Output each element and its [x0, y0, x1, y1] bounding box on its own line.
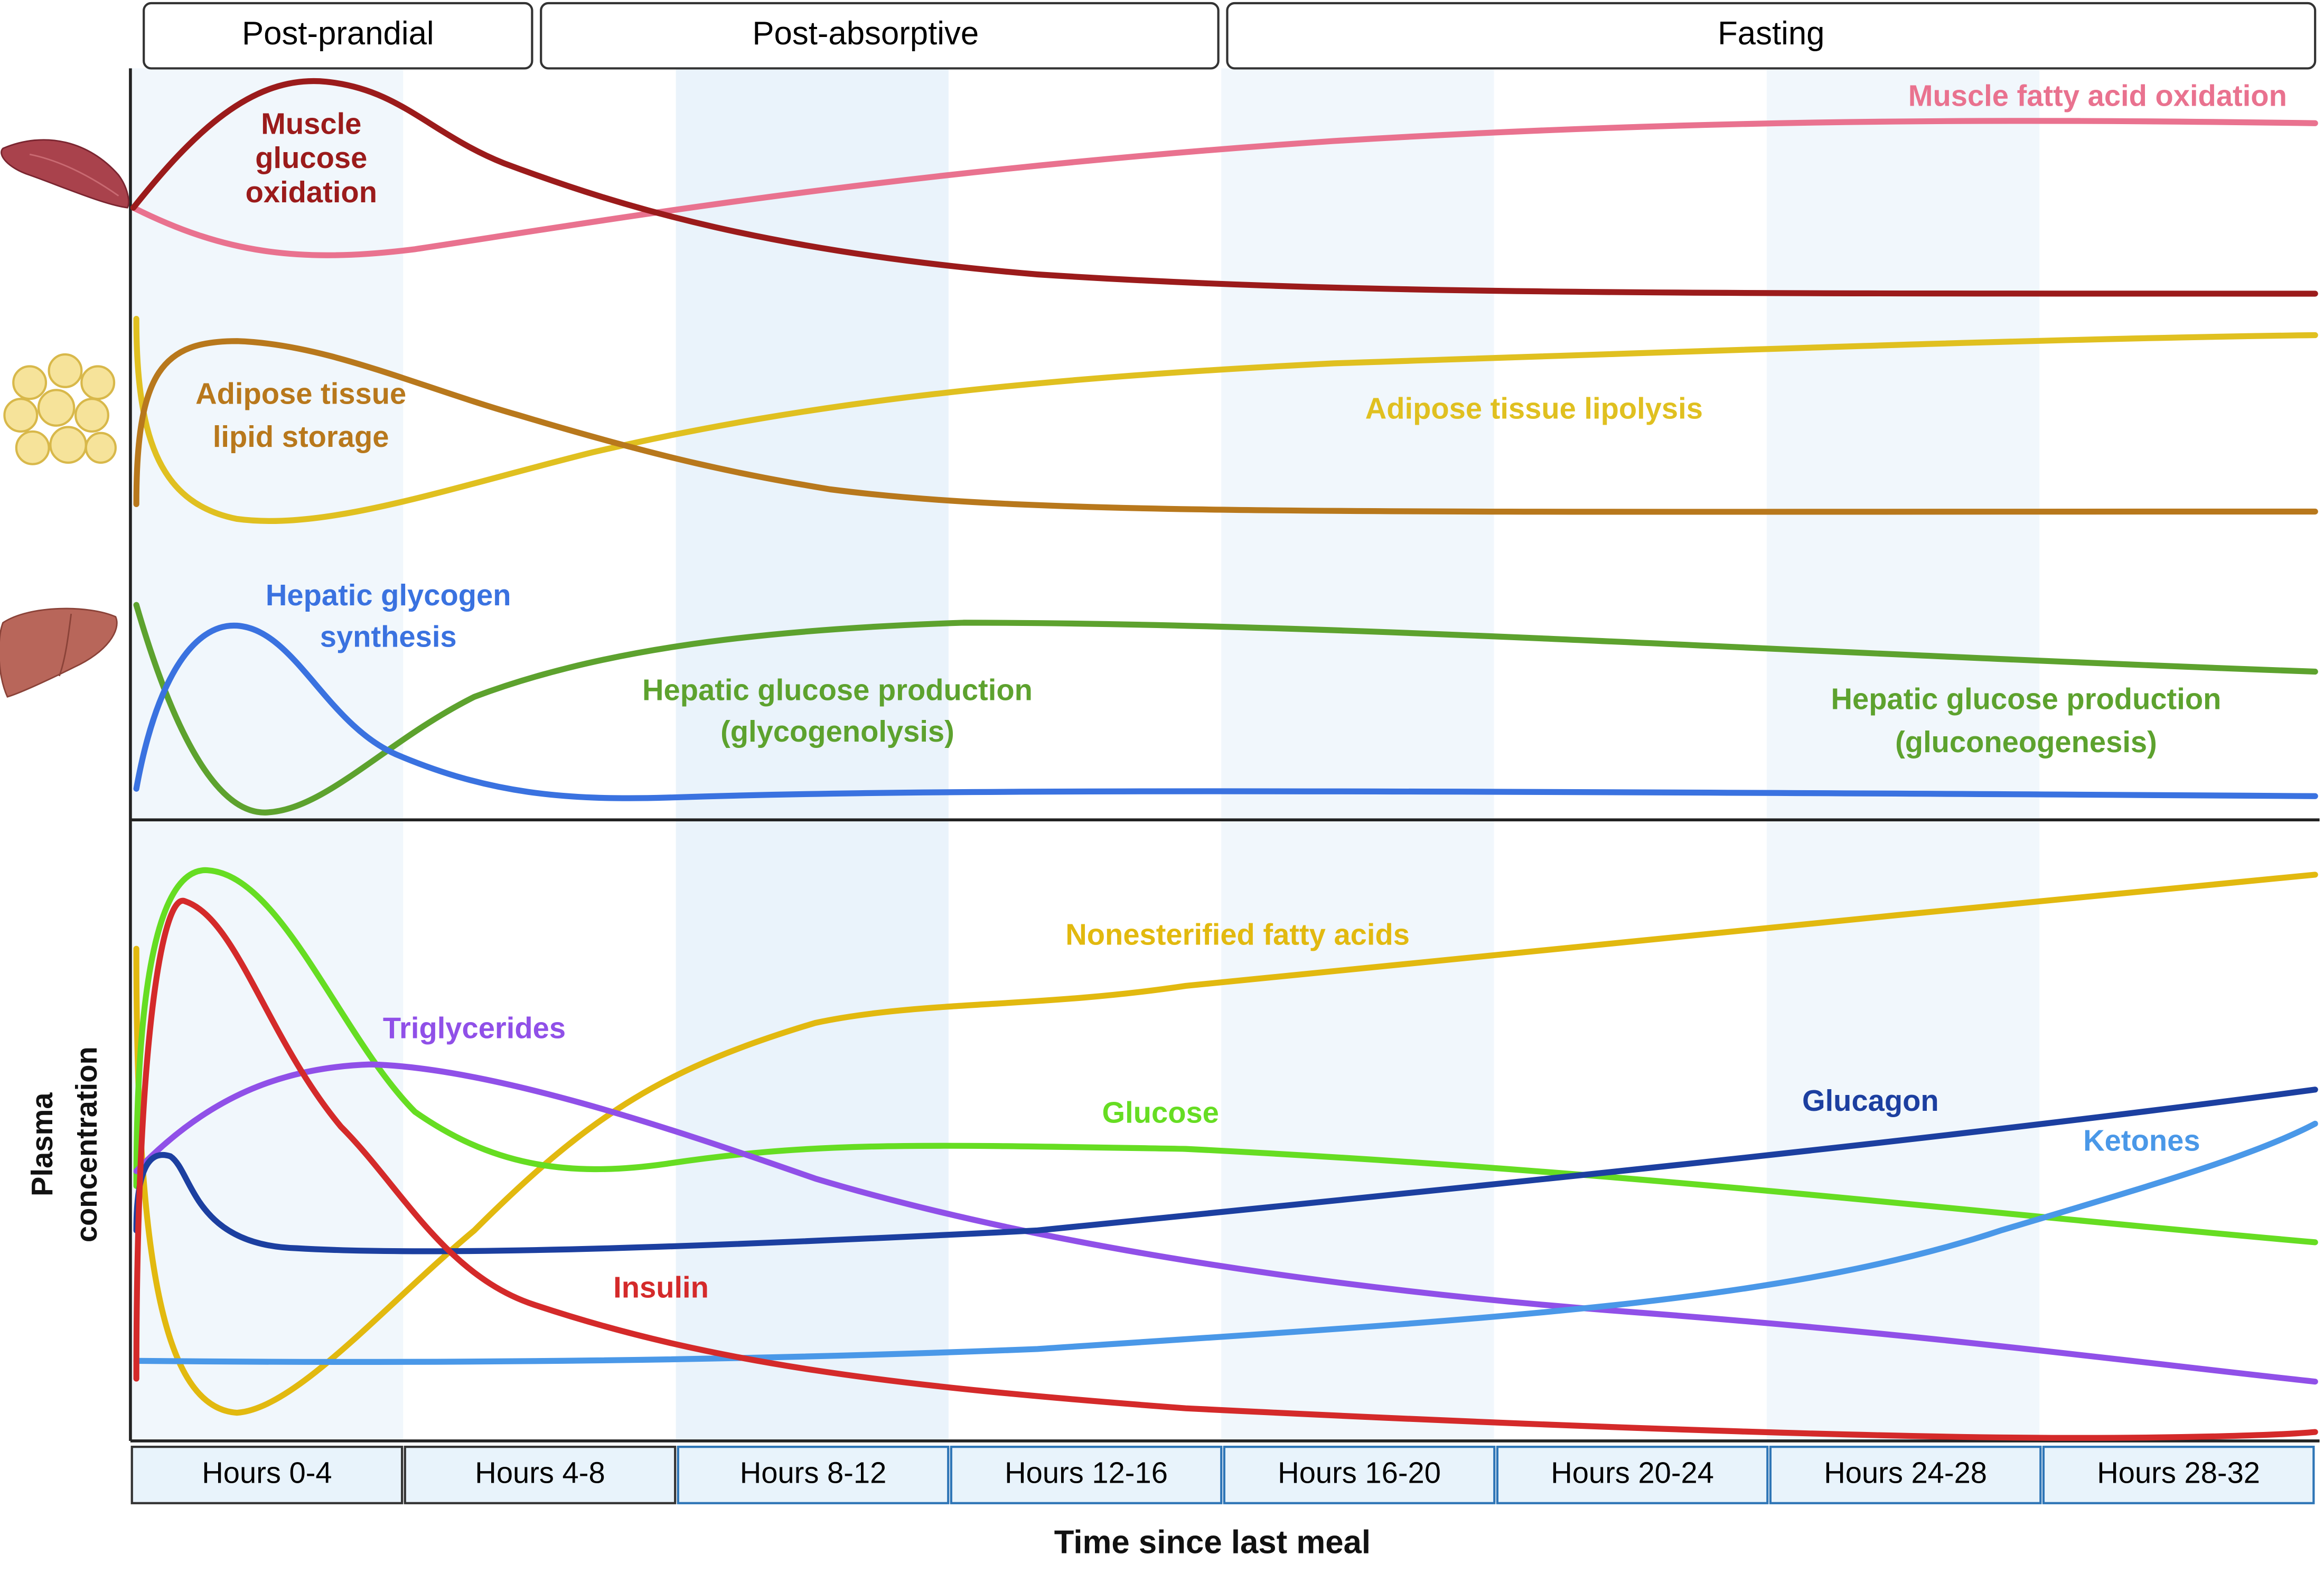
time-bin-box	[1223, 1446, 1496, 1504]
liver-icon	[0, 607, 118, 698]
curve-label: Ketones	[2083, 1124, 2200, 1157]
muscle-icon	[1, 139, 129, 209]
time-bin-box	[1769, 1446, 2042, 1504]
phase-label: Post-prandial	[242, 15, 434, 52]
curve-label: Nonesterified fatty acids	[1065, 918, 1410, 951]
curve-label: (gluconeogenesis)	[1895, 725, 2157, 759]
curve-label: Muscle fatty acid oxidation	[1908, 79, 2287, 112]
y-axis-label: concentration	[70, 1046, 103, 1242]
curve-label: Glucose	[1102, 1096, 1219, 1129]
time-bin-box	[404, 1446, 677, 1504]
curve	[133, 1087, 2318, 1254]
curve	[133, 867, 2318, 1246]
curve-label: (glycogenolysis)	[720, 715, 954, 748]
time-bin-label: Hours 0-4	[202, 1456, 332, 1489]
curve	[133, 872, 2318, 1416]
curve	[133, 338, 2318, 515]
background	[130, 68, 2040, 1441]
time-bin-box	[950, 1446, 1223, 1504]
curve	[133, 622, 2318, 801]
time-bin-box	[130, 1446, 404, 1504]
phase-label: Post-absorptive	[752, 15, 979, 52]
curve-label: lipid storage	[213, 420, 389, 453]
time-bin-label: Hours 24-28	[1824, 1456, 1987, 1489]
curve-label: Triglycerides	[383, 1011, 566, 1044]
curve	[130, 78, 2318, 297]
curve-label: glucose	[255, 141, 367, 174]
curve-label: synthesis	[320, 620, 457, 653]
curve-label: Adipose tissue lipolysis	[1365, 391, 1703, 425]
curve	[133, 316, 2318, 524]
curve-label: oxidation	[246, 175, 377, 209]
y-axis-label: Plasma	[25, 1092, 59, 1196]
time-bin-label: Hours 12-16	[1005, 1456, 1168, 1489]
curve	[133, 602, 2318, 816]
curve	[133, 1061, 2318, 1385]
x-axis-label: Time since last meal	[1054, 1524, 1371, 1561]
phase-label: Fasting	[1718, 15, 1824, 52]
time-bin-label: Hours 16-20	[1278, 1456, 1441, 1489]
curve	[133, 1120, 2318, 1365]
time-bin-label: Hours 8-12	[740, 1456, 887, 1489]
curve	[133, 897, 2318, 1441]
curve-label: Hepatic glucose production	[642, 673, 1033, 707]
time-bin-label: Hours 28-32	[2097, 1456, 2260, 1489]
curve-label: Glucagon	[1802, 1084, 1939, 1117]
curve-label: Hepatic glucose production	[1831, 682, 2222, 715]
adipose-icon	[3, 353, 117, 465]
time-bin-box	[2042, 1446, 2315, 1504]
time-bin-label: Hours 4-8	[475, 1456, 605, 1489]
time-bin-box	[1496, 1446, 1769, 1504]
time-bin-box	[677, 1446, 950, 1504]
time-bin-label: Hours 20-24	[1551, 1456, 1714, 1489]
curve-label: Muscle	[261, 107, 361, 141]
phase-bar	[143, 2, 2317, 70]
curve-label: Insulin	[613, 1271, 709, 1304]
curve	[130, 118, 2318, 258]
curve-label: Adipose tissue	[195, 377, 406, 410]
curve-label: Hepatic glycogen	[266, 578, 511, 612]
time-bins: Hours 0-4 Hours 4-8 Hours 8-12 Hours 12-16 H…	[130, 1446, 2315, 1504]
